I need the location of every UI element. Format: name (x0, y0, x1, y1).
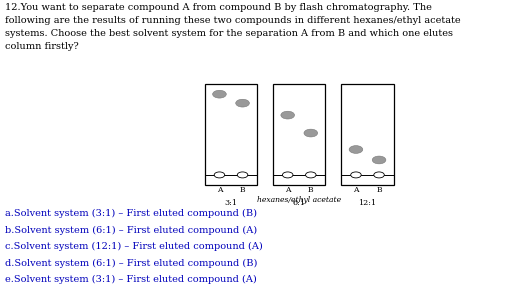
Circle shape (304, 129, 318, 137)
Text: B: B (376, 186, 382, 194)
Circle shape (351, 172, 361, 178)
Circle shape (349, 146, 363, 153)
Circle shape (214, 172, 225, 178)
Bar (205, 84, 257, 185)
Circle shape (372, 156, 386, 164)
Circle shape (281, 111, 295, 119)
Bar (341, 84, 394, 185)
Text: B: B (308, 186, 313, 194)
Text: 12.You want to separate compound A from compound B by flash chromatography. The
: 12.You want to separate compound A from … (5, 3, 461, 51)
Text: e.Solvent system (3:1) – First eluted compound (A): e.Solvent system (3:1) – First eluted co… (5, 275, 257, 284)
Circle shape (213, 90, 226, 98)
Text: A: A (217, 186, 222, 194)
Text: B: B (240, 186, 245, 194)
Text: 6:1: 6:1 (293, 199, 306, 208)
Bar (273, 84, 326, 185)
Circle shape (306, 172, 316, 178)
Text: c.Solvent system (12:1) – First eluted compound (A): c.Solvent system (12:1) – First eluted c… (5, 242, 263, 251)
Text: hexanes/ethyl acetate: hexanes/ethyl acetate (257, 196, 341, 204)
Circle shape (237, 172, 248, 178)
Circle shape (374, 172, 384, 178)
Text: d.Solvent system (6:1) – First eluted compound (B): d.Solvent system (6:1) – First eluted co… (5, 259, 258, 268)
Text: A: A (285, 186, 290, 194)
Text: a.Solvent system (3:1) – First eluted compound (B): a.Solvent system (3:1) – First eluted co… (5, 209, 257, 219)
Text: A: A (353, 186, 359, 194)
Text: b.Solvent system (6:1) – First eluted compound (A): b.Solvent system (6:1) – First eluted co… (5, 226, 257, 235)
Circle shape (236, 99, 249, 107)
Text: 12:1: 12:1 (359, 199, 376, 208)
Text: 3:1: 3:1 (225, 199, 237, 208)
Circle shape (282, 172, 293, 178)
